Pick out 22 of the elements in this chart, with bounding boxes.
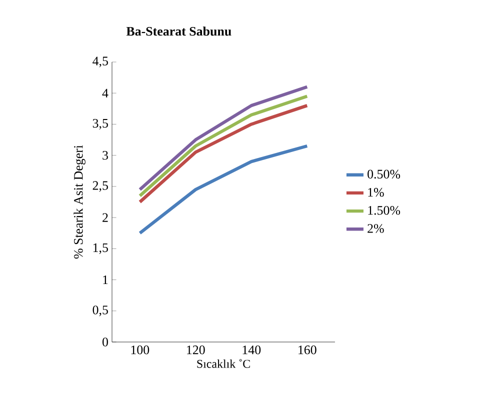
legend-label: 1.50% <box>368 206 400 215</box>
x-tick-label: 100 <box>131 346 150 354</box>
y-tick-label: 3 <box>102 150 108 160</box>
y-tick-label: 2 <box>102 213 108 222</box>
chart-title: Ba-Stearat Sabunu <box>126 26 232 36</box>
y-tick-label: 0 <box>102 338 108 346</box>
y-tick-label: 4 <box>102 88 108 98</box>
x-axis-title: Sıcaklık ˚C <box>197 359 250 368</box>
x-tick-label: 120 <box>187 346 205 354</box>
legend-label: 1% <box>368 188 384 197</box>
legend-label: 2% <box>368 224 384 233</box>
x-tick-label: 140 <box>242 346 261 354</box>
y-tick-label: 0,5 <box>92 306 108 316</box>
x-tick-label: 160 <box>298 346 316 354</box>
y-tick-label: 1,5 <box>93 243 108 254</box>
y-tick-label: 1 <box>103 276 108 284</box>
line-series <box>138 144 309 235</box>
legend-label: 0.50% <box>368 170 400 179</box>
y-tick-label: 2,5 <box>92 181 108 192</box>
y-axis-title: % Stearik Asit Degeri <box>74 145 86 259</box>
y-tick-label: 4,5 <box>92 56 108 68</box>
y-tick-label: 3,5 <box>92 118 108 130</box>
